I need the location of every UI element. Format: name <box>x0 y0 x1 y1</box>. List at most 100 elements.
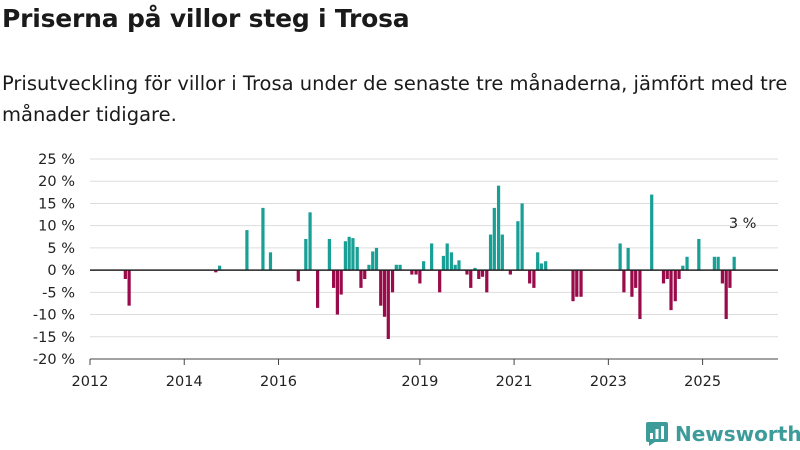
x-tick-label: 2012 <box>72 374 109 390</box>
bar <box>500 234 504 271</box>
bar <box>438 270 442 293</box>
bar <box>363 270 367 279</box>
grid-lines <box>90 158 778 360</box>
newsworthy-logo-icon <box>646 422 668 446</box>
bar <box>697 239 701 271</box>
bar <box>422 261 426 271</box>
bar <box>217 265 222 271</box>
bar <box>394 264 398 271</box>
y-tick-label: -15 % <box>33 330 75 346</box>
bar <box>579 270 583 297</box>
axes <box>89 269 778 365</box>
bar <box>544 261 548 271</box>
bar <box>382 270 387 317</box>
x-axis-labels: 2012 2014 2016 2019 2021 2023 2025 <box>72 374 722 390</box>
bar <box>516 221 520 271</box>
bar <box>528 270 532 284</box>
y-axis-labels: 25 % 20 % 15 % 10 % 5 % 0 % -5 % -10 % -15 % -20 … <box>33 152 75 368</box>
bar <box>355 247 359 271</box>
bar <box>673 270 677 302</box>
bar <box>669 270 673 311</box>
bar <box>465 270 469 275</box>
bar <box>457 260 461 271</box>
bar <box>638 270 642 319</box>
bar <box>536 252 540 271</box>
bar <box>720 270 725 284</box>
bar <box>661 270 666 284</box>
bar <box>359 270 363 288</box>
bar <box>453 264 457 271</box>
bar <box>571 270 575 302</box>
bar <box>418 270 422 284</box>
y-tick-label: -10 % <box>33 308 75 324</box>
y-tick-label: 10 % <box>38 219 75 235</box>
bar <box>296 270 300 282</box>
bar <box>532 270 536 288</box>
x-tick-label: 2016 <box>260 374 297 390</box>
chart-subtitle: Prisutveckling för villor i Trosa under … <box>2 72 788 126</box>
x-tick-label: 2021 <box>496 374 533 390</box>
bar <box>677 270 681 279</box>
bar <box>622 270 626 293</box>
y-tick-label: 0 % <box>47 263 75 279</box>
bar <box>488 234 493 271</box>
bar <box>371 251 375 271</box>
brand-logo[interactable]: Newsworthy <box>645 419 800 449</box>
bar <box>575 270 579 297</box>
bar <box>308 212 312 271</box>
bar <box>347 236 351 271</box>
bar <box>268 252 273 271</box>
bar <box>520 203 524 271</box>
bar <box>430 243 434 271</box>
bar <box>339 270 343 295</box>
bar <box>712 256 716 271</box>
bar <box>650 194 654 271</box>
y-tick-label: -20 % <box>33 352 75 368</box>
annotations: 3 % <box>729 216 757 232</box>
bar <box>508 270 512 275</box>
y-tick-label: 5 % <box>47 241 75 257</box>
bar <box>367 264 371 271</box>
bar <box>445 243 449 271</box>
bar <box>485 270 489 293</box>
y-tick-label: 25 % <box>38 152 75 168</box>
bar <box>245 230 249 271</box>
bar <box>327 239 331 271</box>
chart-title: Priserna på villor steg i Trosa <box>2 4 410 33</box>
bar <box>123 270 127 279</box>
bar <box>351 238 355 271</box>
x-tick-label: 2025 <box>684 374 721 390</box>
bar <box>492 207 496 271</box>
bar <box>469 270 473 288</box>
bar <box>410 270 414 275</box>
bar <box>716 256 720 271</box>
bar <box>665 270 669 279</box>
annotation-label: 3 % <box>729 216 757 232</box>
bar <box>681 265 685 271</box>
bar <box>261 207 265 271</box>
bar <box>304 239 308 271</box>
bar <box>414 270 418 275</box>
bar <box>618 243 622 271</box>
bars <box>123 185 736 339</box>
brand-name: Newsworthy <box>675 422 800 446</box>
bar <box>335 270 340 315</box>
bar <box>728 270 732 288</box>
y-tick-label: 15 % <box>38 196 75 212</box>
bar <box>390 270 395 293</box>
bar <box>634 270 638 288</box>
bar <box>539 263 544 271</box>
bar <box>315 270 320 308</box>
bar <box>449 252 454 271</box>
y-tick-label: -5 % <box>42 285 75 301</box>
bar <box>379 270 383 306</box>
bar <box>398 264 402 271</box>
bar <box>343 241 348 271</box>
bar <box>496 185 501 271</box>
bar <box>441 255 446 271</box>
bar <box>724 270 728 319</box>
x-tick-label: 2014 <box>166 374 203 390</box>
bar <box>386 270 390 339</box>
bar <box>685 256 689 271</box>
